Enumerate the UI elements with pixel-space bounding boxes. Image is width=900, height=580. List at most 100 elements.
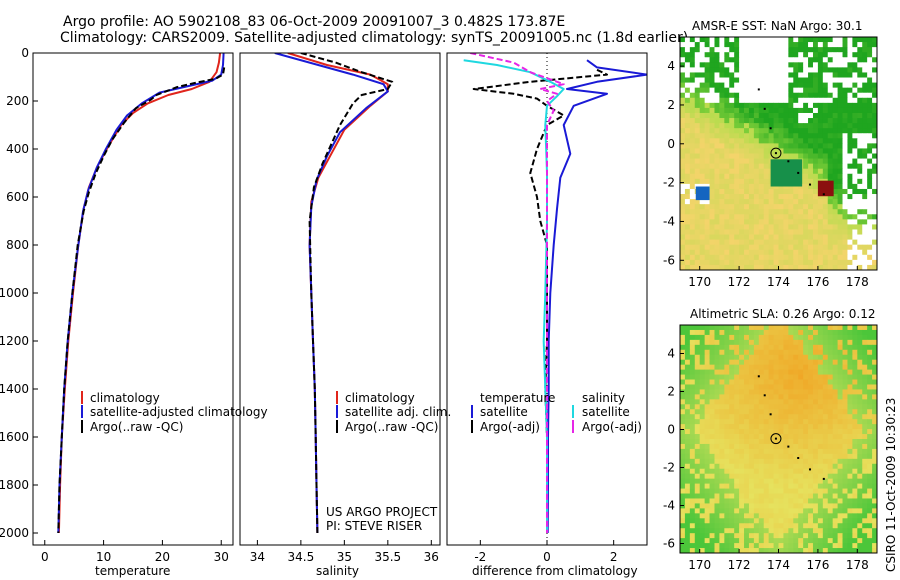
sst-map-cell [719,259,725,266]
sla-map-cell [788,384,794,390]
sla-map-cell [709,453,715,460]
sla-map-cell [852,384,858,390]
sla-map-cell [872,483,878,489]
sst-map-cell [689,259,696,266]
sla-map-cell [739,369,745,375]
sst-map-cell [714,62,720,68]
sla-map-cell [744,339,750,346]
sst-map-cell [793,143,799,149]
sst-map-cell [837,249,843,256]
sla-map-cell [817,329,824,336]
sla-map-cell [719,339,725,346]
sla-map-cell [704,419,710,425]
sst-map-cell [778,57,784,63]
sst-map-cell [724,72,730,78]
sst-map-cell [862,148,868,154]
sst-map-cell [758,72,765,78]
sst-map-cell [714,239,720,246]
sst-map-cell [832,57,838,63]
sst-map-cell [857,163,863,170]
sst-map-cell [704,214,710,220]
sst-map-cell [680,214,686,220]
sst-map-cell [808,264,814,271]
sst-map-cell [812,214,819,220]
sla-map-cell [773,548,779,554]
sla-map-cell [748,483,755,489]
sla-map-cell [744,389,750,395]
sst-map-cell [684,259,691,266]
sst-map-cell [684,249,691,256]
sst-map-cell [832,209,838,215]
sst-map-cell [724,178,730,185]
sst-map-cell [798,67,804,73]
figure-title-line2: Climatology: CARS2009. Satellite-adjuste… [60,30,688,46]
sst-map-cell [778,128,784,134]
sst-map-cell [812,97,819,104]
sla-map-cell [694,325,701,331]
sst-map-cell [763,72,770,78]
sla-map-cell [729,399,735,405]
sla-map-cell [758,463,765,470]
sst-map-cell [798,249,804,256]
sla-map-cell [748,458,755,465]
sla-map-cell [768,439,774,445]
sst-map-cell [867,224,873,230]
sla-map-cell [832,453,838,460]
sst-map-cell [812,62,819,68]
sst-map-cell [862,92,868,99]
sla-map-cell [852,458,858,465]
sst-map-cell [689,249,696,256]
sla-map-cell [734,443,740,450]
sst-map-cell [827,52,834,58]
sst-map-cell [857,239,863,246]
sla-map-cell [862,518,868,524]
sst-map-cell [788,204,794,210]
sla-map-cell [803,399,809,405]
sla-map-cell [739,528,745,534]
sst-map-cell [778,37,784,43]
sla-map-cell [758,548,765,554]
sla-map-cell [768,483,774,489]
sst-map-cell [847,123,853,129]
sla-map-cell [714,434,720,440]
sla-map-cell [788,483,794,489]
sst-map-cell [719,57,725,63]
sst-map-cell [803,67,809,73]
sst-map-cell [744,148,750,154]
sla-map-cell [862,384,868,390]
sst-map-cell [822,239,829,246]
sst-map-cell [694,244,701,251]
sla-map-cell [758,508,765,514]
sla-map-cell [680,419,686,425]
sst-map-cell [808,168,814,175]
sst-map-cell [768,244,774,251]
sst-map-cell [852,112,858,119]
sla-map-cell [862,439,868,445]
sst-map-cell [857,178,863,185]
sla-map-cell [798,359,804,366]
sla-map-cell [788,468,794,475]
sst-map-cell [837,224,843,230]
sst-map-cell [862,264,868,271]
sst-map-cell [689,158,696,165]
sst-map-cell [803,107,809,114]
sla-map-cell [694,533,701,539]
sst-map-cell [714,97,720,104]
sst-map-cell [734,204,740,210]
sla-map-cell [788,329,794,336]
sla-map-cell [798,414,804,420]
sla-map-cell [704,334,710,341]
sst-map-cell [729,42,735,48]
sst-map-cell [763,112,770,119]
sst-map-cell [812,163,819,170]
sst-map-cell [734,82,740,89]
sla-map-cell [817,389,824,395]
sst-map-cell [867,148,873,154]
sst-map-cell [753,194,760,200]
sst-map-cell [852,204,858,210]
sst-map-cell [783,107,789,114]
sla-map-cell [847,453,853,460]
sla-map-cell [724,528,730,534]
sst-map-cell [862,123,868,129]
sla-map-cell [709,419,715,425]
